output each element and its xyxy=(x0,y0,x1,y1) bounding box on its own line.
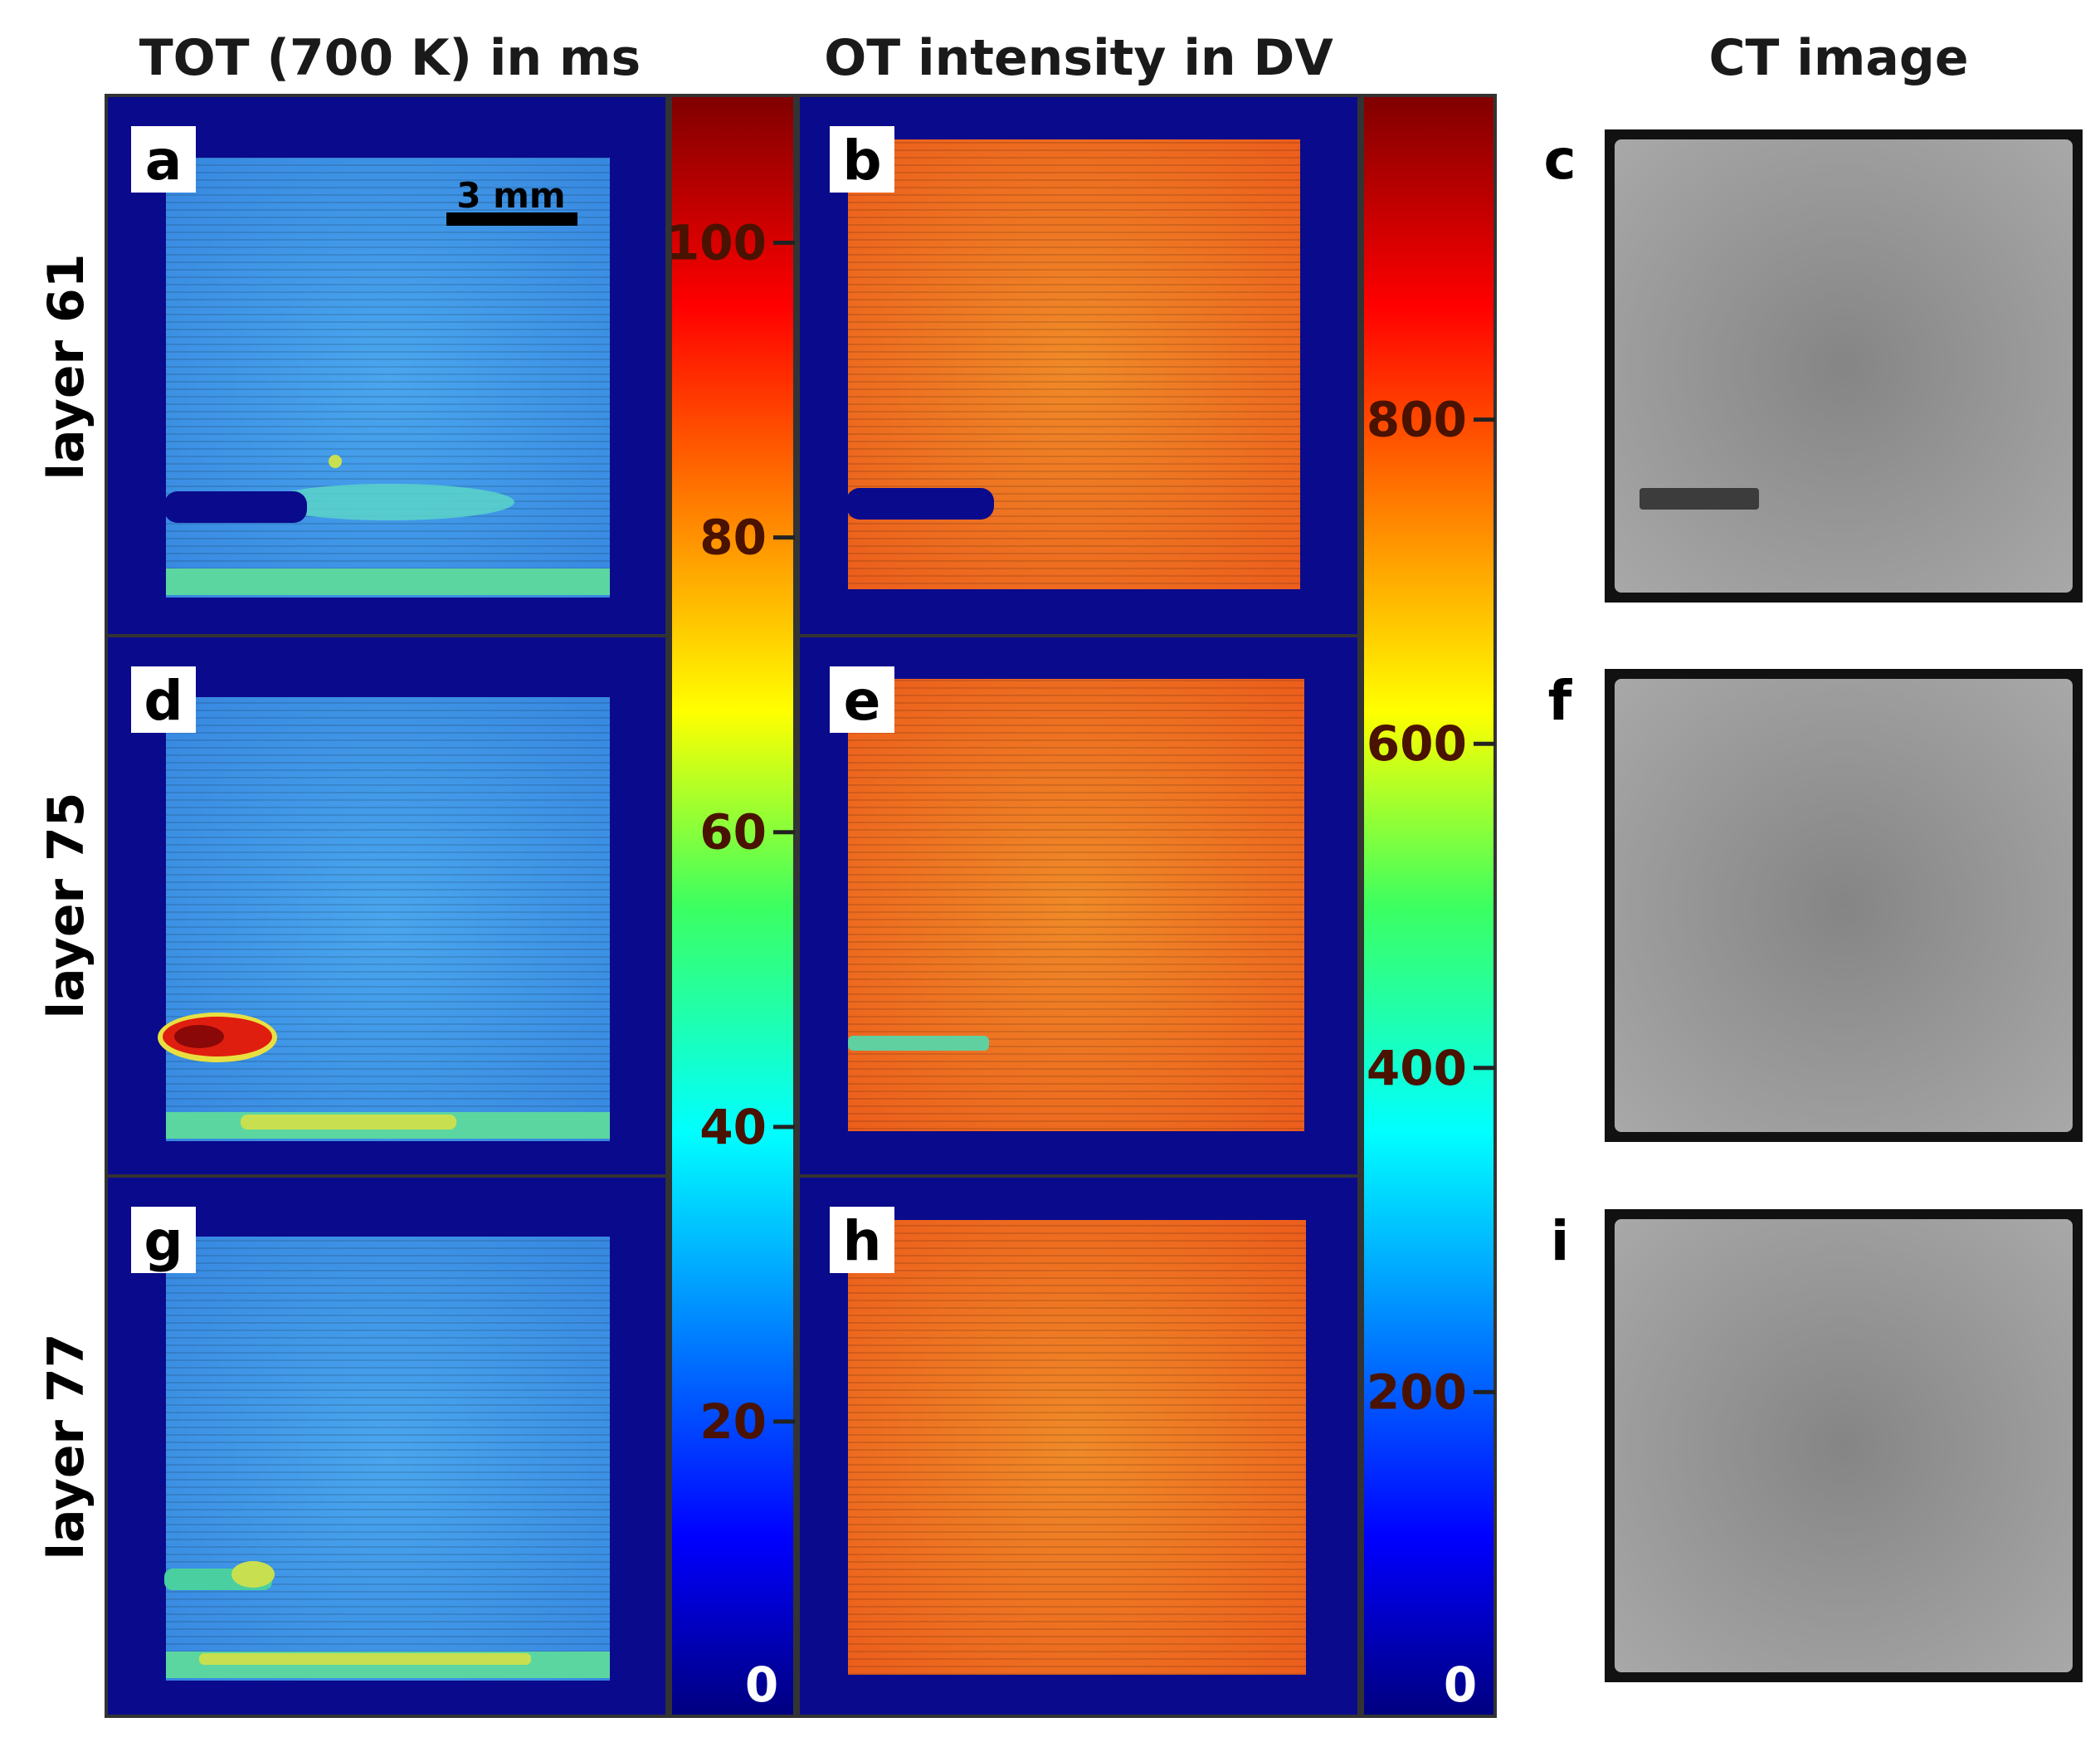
colorbar-tot-ticks: 100 80 60 40 20 xyxy=(666,215,795,1450)
panel-a xyxy=(105,94,669,637)
panel-d xyxy=(105,634,669,1178)
scale-bar-label: 3 mm xyxy=(456,175,565,216)
panel-label-a: a xyxy=(145,129,183,193)
colorbar-ot-tick-label: 200 xyxy=(1367,1364,1467,1420)
panel-label-i: i xyxy=(1551,1209,1570,1273)
colorbar-ot: 800 600 400 200 0 xyxy=(1361,94,1497,1718)
panel-label-e: e xyxy=(844,669,881,733)
colorbar-tot-zero: 0 xyxy=(745,1657,778,1713)
colorbar-ot-tick-label: 400 xyxy=(1367,1040,1467,1096)
colorbar-tot-tick-label: 60 xyxy=(699,804,767,861)
scale-bar xyxy=(446,212,577,226)
colorbar-ot-zero: 0 xyxy=(1444,1657,1477,1713)
row-label-layer-75: layer 75 xyxy=(37,793,95,1019)
panel-label-g: g xyxy=(144,1209,183,1273)
panel-e xyxy=(797,634,1361,1178)
panel-label-b: b xyxy=(842,129,881,193)
ct-column-title: CT image xyxy=(1708,29,1968,87)
panel-f xyxy=(1605,669,2083,1142)
panel-c xyxy=(1605,129,2083,603)
colorbar-tot-tick-label: 80 xyxy=(699,510,767,566)
colorbar-tot-tick-label: 40 xyxy=(699,1099,767,1155)
row-label-layer-77: layer 77 xyxy=(37,1334,95,1560)
panel-h xyxy=(797,1174,1361,1718)
panel-label-f: f xyxy=(1548,669,1573,733)
tot-column-title: TOT (700 K) in ms xyxy=(139,29,641,87)
colorbar-tot-tick-label: 100 xyxy=(666,215,767,271)
ot-column-title: OT intensity in DV xyxy=(824,29,1333,87)
colorbar-ot-tick-label: 800 xyxy=(1367,392,1467,448)
colorbar-ot-tick-label: 600 xyxy=(1367,715,1467,772)
colorbar-ot-ticks: 800 600 400 200 xyxy=(1367,392,1495,1420)
panel-label-d: d xyxy=(144,669,183,733)
panel-g xyxy=(105,1174,669,1718)
colorbar-tot: 100 80 60 40 20 0 xyxy=(666,94,797,1718)
panel-label-c: c xyxy=(1543,128,1576,192)
colorbar-tot-tick-label: 20 xyxy=(699,1393,767,1450)
panel-i xyxy=(1605,1209,2083,1682)
row-label-layer-61: layer 61 xyxy=(37,254,95,481)
panel-label-h: h xyxy=(843,1209,882,1273)
